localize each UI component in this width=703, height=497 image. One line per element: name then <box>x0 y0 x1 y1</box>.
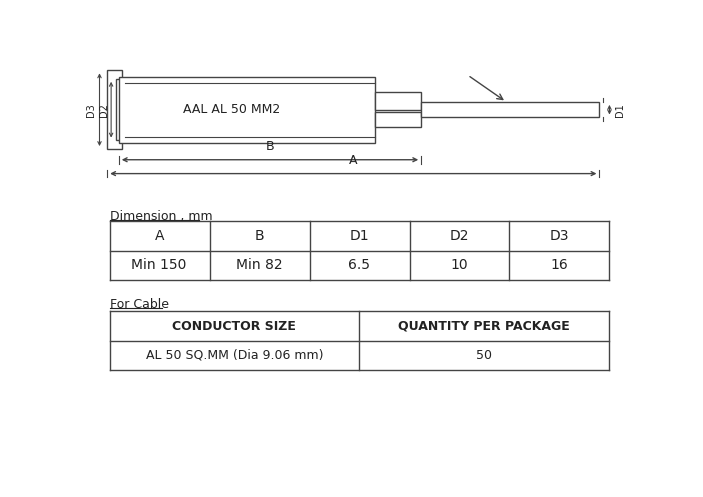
Bar <box>119 77 375 143</box>
Text: D1: D1 <box>349 229 369 243</box>
Bar <box>375 92 421 110</box>
Text: For Cable: For Cable <box>110 298 169 311</box>
Text: 6.5: 6.5 <box>348 258 370 272</box>
Bar <box>375 112 421 127</box>
Bar <box>421 102 600 117</box>
Text: A: A <box>155 229 164 243</box>
Text: QUANTITY PER PACKAGE: QUANTITY PER PACKAGE <box>398 320 569 332</box>
Text: CONDUCTOR SIZE: CONDUCTOR SIZE <box>172 320 296 332</box>
Text: Min 150: Min 150 <box>131 258 187 272</box>
Text: A: A <box>349 154 358 166</box>
Text: D3: D3 <box>86 103 96 117</box>
Text: D2: D2 <box>99 103 109 117</box>
Text: 16: 16 <box>550 258 568 272</box>
Text: AL 50 SQ.MM (Dia 9.06 mm): AL 50 SQ.MM (Dia 9.06 mm) <box>146 349 323 362</box>
Text: D2: D2 <box>449 229 469 243</box>
Bar <box>108 71 122 149</box>
Text: D1: D1 <box>615 103 625 117</box>
Text: 10: 10 <box>451 258 468 272</box>
Text: D3: D3 <box>549 229 569 243</box>
Text: AAL AL 50 MM2: AAL AL 50 MM2 <box>183 103 280 116</box>
Text: B: B <box>254 229 264 243</box>
Bar <box>116 79 122 141</box>
Text: 50: 50 <box>476 349 492 362</box>
Text: Dimension , mm: Dimension , mm <box>110 210 212 223</box>
Text: Min 82: Min 82 <box>236 258 283 272</box>
Text: B: B <box>266 140 274 153</box>
